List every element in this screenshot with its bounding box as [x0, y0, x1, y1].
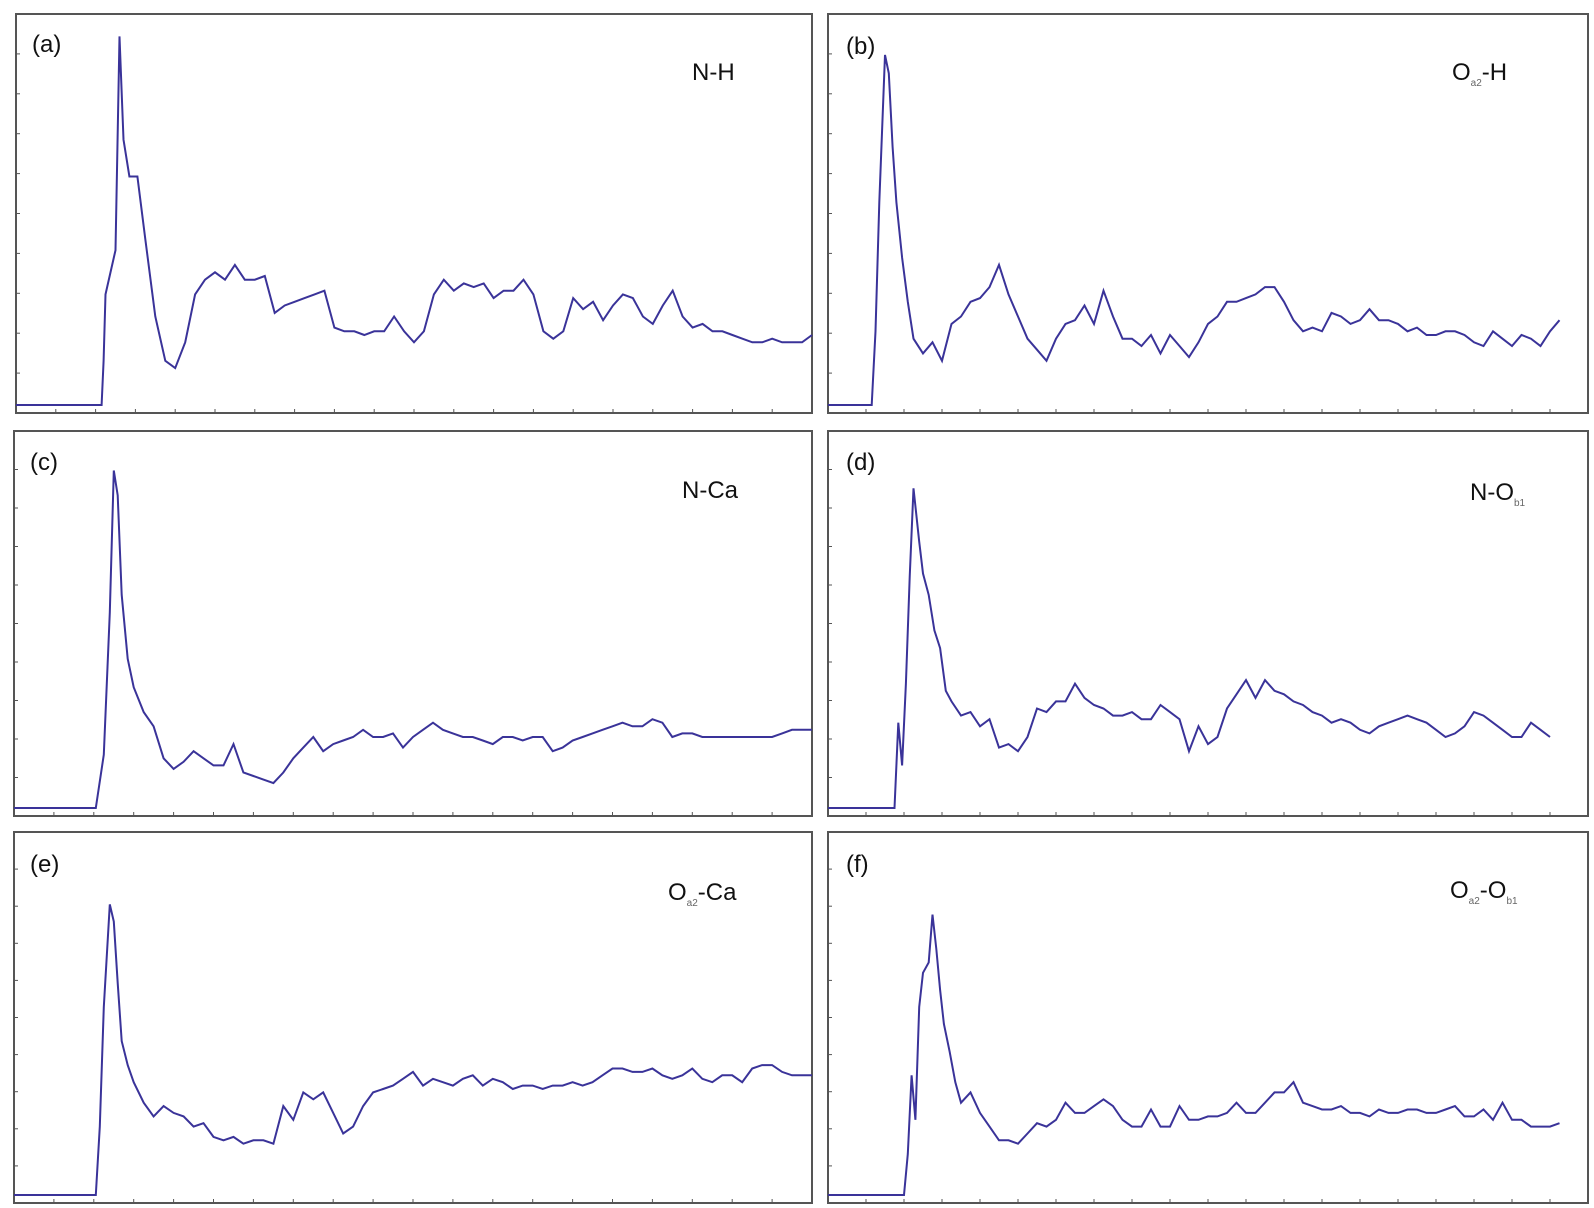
- panel-e-letter: (e): [30, 851, 59, 878]
- panel-d-pair-main: N-O: [1470, 479, 1514, 506]
- panel-b: (b) Oa2-H: [827, 13, 1589, 414]
- panel-d-pair-label: N-Ob1: [1470, 479, 1526, 509]
- panel-f-letter: (f): [846, 851, 869, 878]
- panel-e-series-line: [14, 904, 812, 1196]
- panel-f-pair-sub: a2: [1469, 896, 1481, 907]
- panel-e-pair-sub: a2: [687, 898, 699, 909]
- panel-b-ticks: [828, 53, 1551, 413]
- panel-f-frame: [827, 831, 1589, 1204]
- panel-c-series-line: [14, 470, 812, 809]
- panel-f-series-line: [828, 914, 1560, 1196]
- panel-d-series-line: [828, 488, 1551, 809]
- panel-e-pair-label: Oa2-Ca: [668, 879, 737, 909]
- panel-c-ticks: [14, 469, 773, 816]
- panel-f-pair-tail: -O: [1480, 877, 1507, 904]
- panel-f: (f) Oa2-Ob1: [827, 831, 1589, 1204]
- panel-f-ticks: [828, 868, 1551, 1203]
- panel-c-letter: (c): [30, 449, 58, 476]
- panel-e-frame: [13, 831, 813, 1204]
- panel-b-pair-label: Oa2-H: [1452, 59, 1507, 89]
- panel-d: (d) N-Ob1: [827, 430, 1589, 817]
- panel-e-ticks: [14, 868, 773, 1203]
- panel-b-letter: (b): [846, 33, 875, 60]
- panel-b-pair-tail: -H: [1482, 59, 1507, 86]
- panel-e-pair-tail: -Ca: [698, 879, 737, 906]
- panel-a-frame: [15, 13, 813, 414]
- panel-b-frame: [827, 13, 1589, 414]
- panel-f-pair-main: O: [1450, 877, 1469, 904]
- panel-e: (e) Oa2-Ca: [13, 831, 813, 1204]
- panel-c: (c) N-Ca: [13, 430, 813, 817]
- panel-c-pair-main: N-Ca: [682, 477, 739, 504]
- panel-d-frame: [827, 430, 1589, 817]
- panel-d-pair-sub: b1: [1514, 498, 1526, 509]
- panel-c-pair-label: N-Ca: [682, 477, 739, 504]
- panel-b-series-line: [828, 54, 1561, 406]
- panel-d-ticks: [828, 469, 1551, 816]
- panel-c-frame: [13, 430, 813, 817]
- panel-a-series-line: [16, 36, 813, 406]
- panel-a-ticks: [16, 53, 773, 413]
- panel-a-pair-label: N-H: [692, 59, 735, 86]
- panel-f-pair-label: Oa2-Ob1: [1450, 877, 1518, 907]
- panel-e-pair-main: O: [668, 879, 687, 906]
- panel-a-pair-main: N-H: [692, 59, 735, 86]
- panel-d-letter: (d): [846, 449, 875, 476]
- panel-a: (a) N-H: [15, 13, 813, 414]
- panel-f-pair-tail-sub: b1: [1506, 896, 1518, 907]
- panel-b-pair-main: O: [1452, 59, 1471, 86]
- panel-a-letter: (a): [32, 31, 61, 58]
- panel-b-pair-sub: a2: [1471, 78, 1483, 89]
